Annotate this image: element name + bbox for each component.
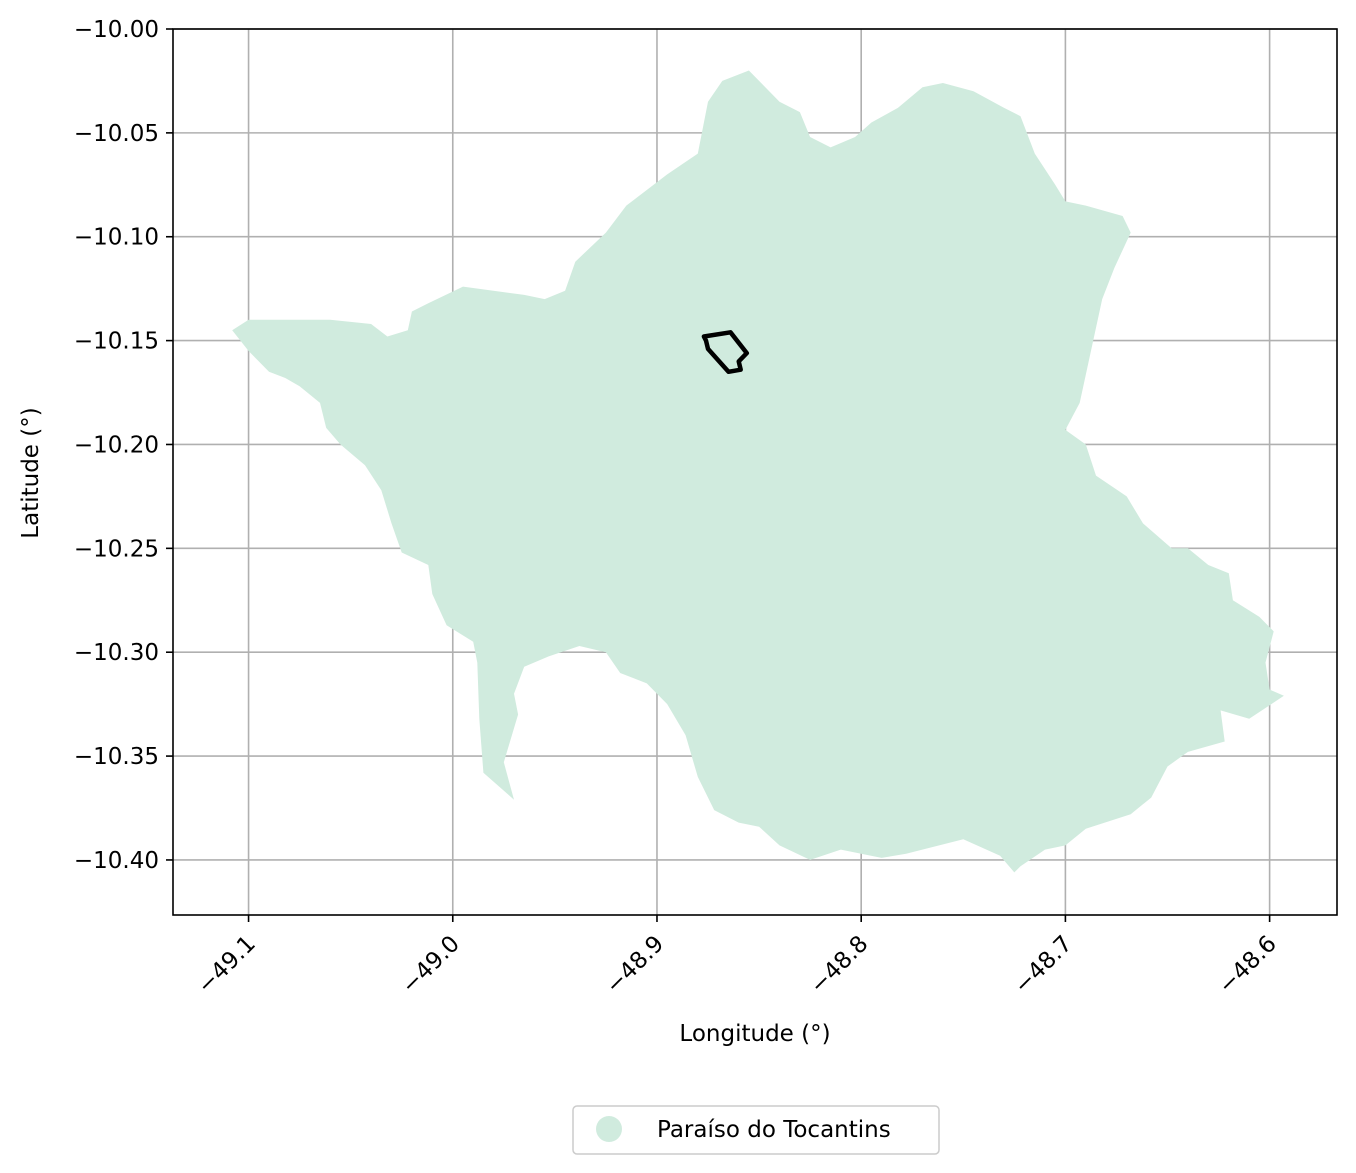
- plot-frame: [172, 28, 1338, 916]
- urban-area-outline: [701, 330, 750, 375]
- map-data: [232, 70, 1284, 873]
- y-axis-title: Latitude (°): [18, 407, 44, 538]
- x-axis-title: Longitude (°): [679, 1021, 830, 1047]
- y-tick-label: −10.25: [74, 536, 159, 562]
- y-tick-label: −10.20: [74, 432, 159, 458]
- legend-swatch-marker: [596, 1116, 622, 1142]
- y-tick-label: −10.15: [74, 329, 159, 355]
- y-tick-label: −10.35: [74, 744, 159, 770]
- legend-label: Paraíso do Tocantins: [657, 1117, 891, 1143]
- legend: Paraíso do Tocantins: [572, 1105, 940, 1155]
- municipality-polygon: [232, 70, 1284, 873]
- y-tick-label: −10.05: [74, 121, 159, 147]
- y-tick-label: −10.40: [74, 848, 159, 874]
- y-tick-label: −10.00: [74, 17, 159, 43]
- y-tick-label: −10.30: [74, 640, 159, 666]
- y-tick-label: −10.10: [74, 225, 159, 251]
- legend-box: [572, 1105, 940, 1155]
